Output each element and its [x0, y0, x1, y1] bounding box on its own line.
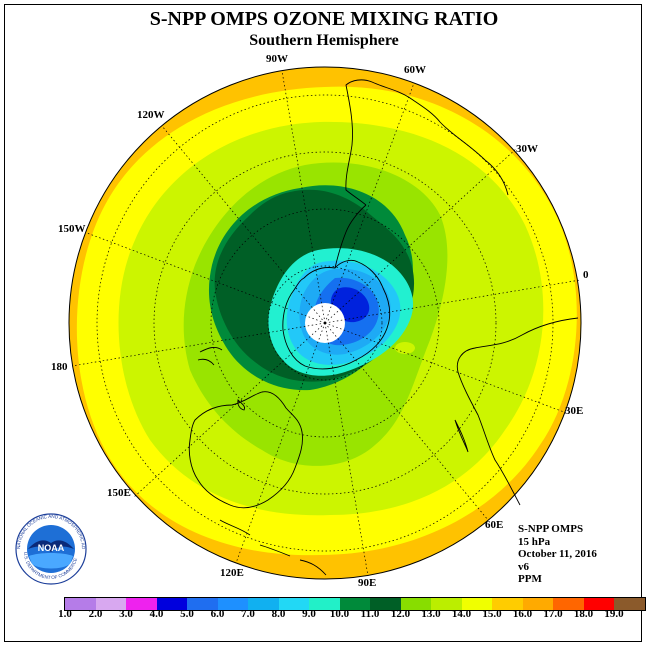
lon-label-120w: 120W	[137, 109, 165, 121]
info-instrument: S-NPP OMPS	[518, 523, 584, 535]
colorbar-tick-label: 3.0	[119, 608, 133, 620]
colorbar-segment	[522, 598, 553, 610]
colorbar-tick-label: 10.0	[329, 608, 350, 620]
coastlines	[188, 79, 579, 576]
antarctica-coast	[282, 259, 391, 370]
lon-label-30e: 30E	[565, 405, 583, 417]
meridian-60e	[324, 322, 489, 521]
colorbar-tick-label: 14.0	[451, 608, 472, 620]
colorbar-segment	[95, 598, 126, 610]
colorbar-segment	[431, 598, 462, 610]
colorbar-segment	[400, 598, 431, 610]
colorbar-tick-label: 7.0	[241, 608, 255, 620]
meridian-30w	[324, 147, 518, 324]
colorbar-segment	[278, 598, 309, 610]
graticule	[71, 70, 581, 577]
meridian-30e	[324, 322, 565, 413]
colorbar-segment	[309, 598, 340, 610]
colorbar	[64, 597, 646, 611]
colorbar-tick-label: 5.0	[180, 608, 194, 620]
meridian-90e	[324, 322, 369, 577]
colorbar-tick-label: 19.0	[604, 608, 624, 620]
madagascar	[454, 419, 469, 453]
colorbar-segment	[370, 598, 401, 610]
latitude-circle-50	[96, 94, 554, 552]
colorbar-tick-label: 1.0	[58, 608, 72, 620]
latitude-circle-60	[153, 151, 497, 495]
meridian-180	[71, 322, 326, 367]
info-panel: S-NPP OMPS 15 hPa October 11, 2016 v6 PP…	[518, 523, 597, 586]
meridian-0	[324, 279, 581, 324]
lon-label-120e: 120E	[220, 567, 244, 579]
colorbar-tick-label: 12.0	[390, 608, 411, 620]
colorbar-tick-label: 6.0	[210, 608, 225, 620]
meridian-120e	[235, 322, 326, 564]
meridian-60w	[324, 82, 415, 324]
antarctic-peninsula	[334, 204, 367, 269]
map-title: S-NPP OMPS OZONE MIXING RATIO	[149, 8, 499, 30]
meridian-120w	[161, 125, 326, 324]
logo-bird-icon	[28, 540, 74, 552]
colorbar-labels: 1.0 2.0 3.0 4.0 5.0 6.0 7.0 8.0 9.0 10.0 11.0 12.0 1…	[0, 608, 648, 624]
map-frame	[4, 4, 642, 642]
logo-wave-icon	[29, 553, 73, 569]
africa-coast	[456, 317, 579, 506]
map-subtitle: Southern Hemisphere	[249, 32, 399, 49]
lon-label-150e: 150E	[107, 487, 131, 499]
colorbar-segment	[187, 598, 218, 610]
lon-label-180: 180	[51, 361, 68, 373]
lon-label-90w: 90W	[266, 53, 288, 65]
new-zealand-coast	[197, 346, 223, 366]
colorbar-segment	[248, 598, 279, 610]
colorbar-segment	[553, 598, 584, 610]
ozone-field	[69, 67, 581, 579]
indonesia-islands	[219, 519, 327, 576]
map-border	[68, 66, 582, 580]
meridian-150w	[86, 232, 326, 324]
meridian-150e	[133, 322, 326, 498]
colorbar-tick-label: 15.0	[482, 608, 502, 620]
colorbar-tick-label: 2.0	[88, 608, 103, 620]
colorbar-segment	[614, 598, 645, 610]
latitude-circle-80	[267, 265, 383, 381]
australia-coast	[188, 391, 303, 509]
colorbar-segment	[461, 598, 492, 610]
latitude-circle-70	[210, 208, 440, 438]
colorbar-tick-label: 8.0	[271, 608, 286, 620]
colorbar-segment	[217, 598, 248, 610]
colorbar-tick-label: 13.0	[421, 608, 441, 620]
info-date: October 11, 2016	[518, 548, 597, 560]
info-units: PPM	[518, 573, 542, 585]
info-version: v6	[518, 560, 529, 573]
colorbar-segment	[126, 598, 157, 610]
meridian-90w	[281, 70, 326, 324]
lon-label-150w: 150W	[58, 223, 86, 235]
lon-label-90e: 90E	[358, 577, 376, 589]
colorbar-segment	[492, 598, 523, 610]
green-island-patch	[395, 342, 415, 354]
lon-label-60w: 60W	[404, 64, 426, 76]
colorbar-segment	[156, 598, 187, 610]
colorbar-segment	[339, 598, 370, 610]
colorbar-tick-label: 18.0	[573, 608, 594, 620]
info-level: 15 hPa	[518, 535, 551, 548]
lon-label-0: 0	[583, 269, 589, 281]
colorbar-tick-label: 4.0	[149, 608, 164, 620]
longitude-labels: 90W 60W 30W 0 30E 60E 90E 120E 150E 180 …	[51, 53, 589, 589]
colorbar-segment	[65, 598, 96, 610]
colorbar-tick-label: 16.0	[512, 608, 533, 620]
colorbar-tick-label: 17.0	[543, 608, 563, 620]
colorbar-segment	[583, 598, 614, 610]
noaa-logo: NATIONAL OCEANIC AND ATMOSPHERIC ADMINIS…	[14, 512, 87, 585]
lon-label-30w: 30W	[516, 143, 538, 155]
colorbar-tick-label: 9.0	[302, 608, 316, 620]
colorbar-tick-label: 11.0	[360, 608, 380, 620]
logo-text: NOAA	[38, 543, 65, 553]
tasmania	[237, 399, 245, 411]
lon-label-60e: 60E	[485, 519, 503, 531]
